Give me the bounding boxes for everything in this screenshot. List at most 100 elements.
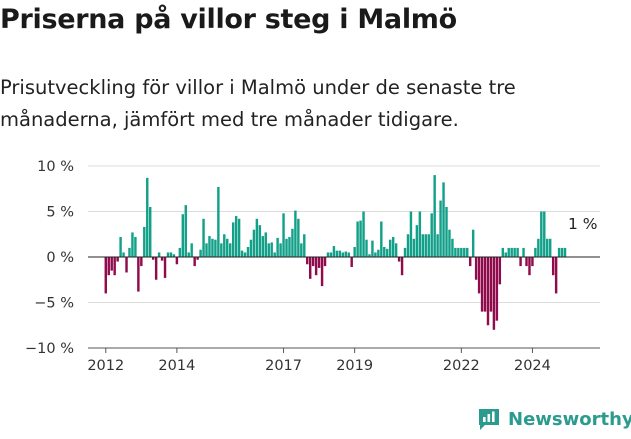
bar [560, 247, 564, 257]
bar [377, 249, 380, 257]
chart-subtitle: Prisutveckling för villor i Malmö under … [0, 76, 516, 131]
bar [157, 252, 161, 257]
bar [205, 243, 208, 257]
bar [409, 211, 413, 257]
bar [184, 205, 187, 257]
bar [338, 250, 342, 257]
bar [303, 234, 306, 257]
bar [134, 236, 137, 257]
bar [240, 250, 244, 257]
bar [187, 252, 190, 257]
bar-chart: 10 % 5 % 0 % −5 % −10 % 2012 2014 2017 2019 2022 2… [25, 159, 600, 374]
bar [181, 214, 185, 257]
brand-logo: Newsworthy [476, 406, 631, 432]
bar [551, 257, 555, 276]
bar [320, 257, 324, 287]
bar [430, 213, 433, 257]
bar [196, 257, 199, 260]
bar [178, 247, 182, 257]
bar [554, 257, 558, 294]
x-tick-label: 2022 [443, 358, 480, 374]
bar [492, 257, 496, 330]
bar [466, 247, 469, 257]
bar [291, 228, 294, 257]
bar [223, 234, 226, 257]
bar [359, 220, 362, 257]
bar [119, 236, 122, 257]
bar [483, 257, 487, 312]
bar [160, 257, 164, 261]
bar [394, 243, 398, 257]
bar [436, 234, 439, 257]
brand-name: Newsworthy [508, 408, 631, 430]
bar [282, 213, 285, 257]
bar [563, 247, 567, 257]
bar [451, 238, 454, 257]
bar [231, 222, 235, 257]
bar [557, 247, 561, 257]
bar [516, 247, 519, 257]
bar [531, 257, 534, 267]
bar [193, 257, 196, 267]
bar [131, 232, 134, 257]
bar [386, 248, 389, 257]
bar [314, 257, 318, 276]
bar [365, 239, 368, 257]
bar [489, 257, 493, 312]
y-tick-label: −10 % [25, 341, 74, 357]
last-value-label: 1 % [568, 215, 598, 233]
bar [220, 243, 223, 257]
bar [279, 243, 282, 257]
chart-title: Priserna på villor steg i Malmö [0, 4, 457, 35]
bar [528, 257, 531, 276]
bar [116, 257, 119, 262]
bar [445, 206, 448, 257]
y-tick-label: 0 % [46, 250, 74, 266]
bar [329, 252, 333, 257]
bar [522, 247, 525, 257]
bar [347, 252, 350, 257]
bar [125, 257, 128, 273]
bar [246, 246, 250, 257]
bar [332, 246, 336, 257]
bar [110, 257, 113, 271]
bar [400, 257, 404, 276]
x-tick-label: 2012 [87, 358, 124, 374]
bar [495, 257, 499, 321]
bar [397, 257, 401, 262]
bar [421, 234, 425, 257]
bar [276, 237, 279, 257]
bar [122, 252, 125, 257]
bar [344, 251, 347, 257]
bar [474, 257, 478, 280]
bar [226, 238, 229, 257]
bar [323, 257, 327, 267]
bar [264, 232, 267, 257]
bar [202, 218, 205, 257]
y-tick-label: 10 % [37, 159, 74, 175]
x-tick-label: 2019 [336, 358, 373, 374]
bar [154, 257, 158, 280]
bar [480, 257, 484, 312]
bar [448, 229, 451, 257]
bar [214, 239, 217, 257]
bar [326, 252, 330, 257]
bar [311, 257, 315, 267]
bar [403, 247, 407, 257]
bar [261, 236, 265, 257]
bar [172, 254, 176, 257]
bar [104, 257, 107, 294]
bar [288, 236, 291, 257]
bar [294, 210, 297, 257]
bar [190, 243, 193, 257]
x-tick-label: 2024 [514, 358, 551, 374]
bar [270, 242, 273, 257]
bar [463, 247, 466, 257]
bar [439, 200, 442, 257]
bar [113, 257, 116, 276]
bar [546, 238, 549, 257]
bar [208, 236, 211, 257]
bar [356, 221, 359, 257]
bar [406, 234, 410, 257]
bar [217, 186, 220, 257]
